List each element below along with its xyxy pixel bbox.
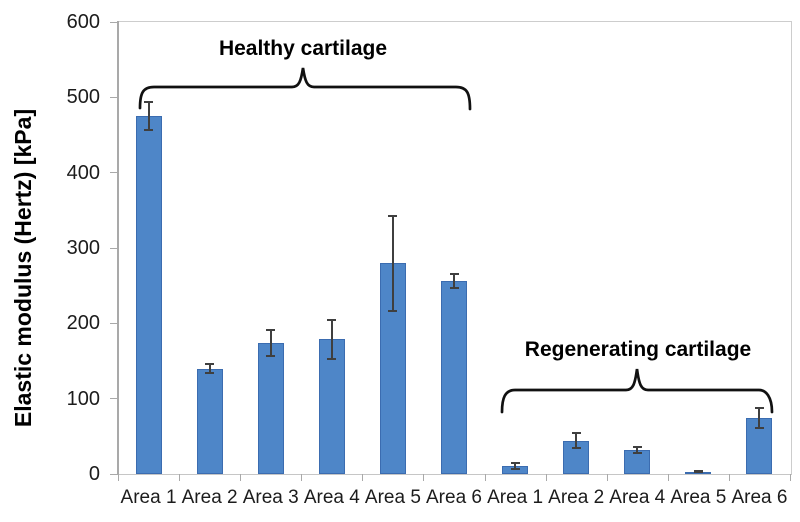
error-bar-regenerating-area-2 (575, 433, 578, 449)
error-bar-healthy-area-1 (147, 101, 150, 131)
x-tick-mark-8 (606, 474, 608, 481)
x-label-healthy-area-3: Area 3 (242, 487, 299, 508)
x-tick-mark-11 (790, 474, 791, 481)
x-tick-mark-9 (667, 474, 669, 481)
error-cap-top-healthy-area-6 (449, 273, 459, 276)
error-cap-bottom-healthy-area-1 (144, 129, 154, 132)
bar-healthy-area-6 (441, 281, 467, 474)
regenerating-group-label: Regenerating cartilage (524, 338, 752, 361)
x-tick-mark-3 (301, 474, 303, 481)
error-cap-top-healthy-area-1 (144, 100, 154, 103)
y-tick-label-500: 500 (66, 86, 100, 109)
y-tick-mark-400 (110, 172, 118, 174)
error-cap-bottom-healthy-area-4 (327, 357, 337, 360)
error-cap-bottom-healthy-area-3 (266, 354, 276, 357)
bar-healthy-area-2 (196, 368, 223, 474)
x-label-regenerating-area-5: Area 5 (670, 487, 727, 508)
y-axis-line (117, 21, 119, 475)
x-label-regenerating-area-6: Area 6 (731, 487, 788, 508)
bar-healthy-area-3 (257, 342, 284, 474)
regenerating-group-brace (500, 368, 774, 414)
y-tick-mark-600 (110, 21, 118, 23)
bar-regenerating-area-6 (746, 418, 773, 474)
x-tick-mark-5 (423, 474, 425, 481)
x-tick-mark-2 (240, 474, 242, 481)
error-bar-healthy-area-5 (391, 215, 394, 311)
x-label-regenerating-area-2: Area 2 (548, 487, 605, 508)
y-tick-mark-500 (110, 96, 118, 98)
error-bar-healthy-area-4 (330, 319, 333, 359)
error-cap-bottom-regenerating-area-2 (571, 447, 581, 450)
error-cap-bottom-regenerating-area-6 (754, 427, 764, 430)
error-cap-top-healthy-area-2 (205, 363, 215, 365)
y-tick-label-400: 400 (66, 161, 100, 184)
error-cap-bottom-healthy-area-5 (388, 309, 398, 312)
x-tick-mark-0 (118, 474, 119, 481)
y-tick-label-0: 0 (88, 463, 100, 485)
y-tick-label-600: 600 (66, 11, 100, 33)
error-cap-top-healthy-area-5 (388, 214, 398, 217)
y-tick-label-300: 300 (66, 237, 100, 259)
x-tick-mark-1 (179, 474, 181, 481)
x-label-healthy-area-2: Area 2 (181, 487, 238, 508)
x-tick-mark-10 (728, 474, 730, 481)
error-cap-top-regenerating-area-2 (571, 432, 581, 435)
x-tick-mark-6 (484, 474, 486, 481)
y-tick-label-100: 100 (66, 387, 100, 410)
x-label-regenerating-area-4: Area 4 (609, 487, 666, 508)
x-label-healthy-area-5: Area 5 (364, 487, 421, 508)
y-tick-mark-200 (110, 322, 118, 324)
error-cap-top-regenerating-area-5 (693, 469, 703, 472)
plot-border-right (791, 21, 792, 475)
x-tick-mark-4 (362, 474, 364, 481)
plot-border-top (117, 21, 792, 22)
error-cap-top-healthy-area-3 (266, 329, 276, 332)
x-tick-mark-7 (545, 474, 547, 481)
error-bar-healthy-area-3 (269, 330, 272, 356)
x-label-healthy-area-4: Area 4 (303, 487, 360, 508)
y-tick-label-200: 200 (66, 312, 100, 335)
error-cap-top-healthy-area-4 (327, 318, 337, 321)
y-tick-mark-300 (110, 247, 118, 249)
x-label-regenerating-area-1: Area 1 (487, 487, 544, 508)
error-cap-bottom-regenerating-area-1 (510, 467, 520, 470)
bar-healthy-area-1 (135, 116, 162, 474)
error-bar-healthy-area-2 (208, 364, 211, 374)
error-bar-regenerating-area-4 (636, 446, 639, 453)
x-axis-line (117, 474, 792, 475)
error-cap-top-regenerating-area-4 (632, 445, 642, 448)
error-cap-bottom-regenerating-area-4 (632, 451, 642, 454)
y-tick-mark-0 (110, 473, 118, 475)
x-label-healthy-area-1: Area 1 (120, 487, 177, 508)
error-bar-regenerating-area-6 (758, 408, 761, 429)
error-cap-top-regenerating-area-1 (510, 461, 520, 464)
bar-healthy-area-4 (318, 339, 345, 474)
x-label-healthy-area-6: Area 6 (426, 487, 482, 508)
healthy-group-label: Healthy cartilage (218, 37, 388, 60)
error-cap-bottom-healthy-area-6 (449, 286, 459, 289)
healthy-group-brace (138, 67, 472, 111)
error-cap-bottom-regenerating-area-5 (693, 471, 703, 474)
y-tick-mark-100 (110, 398, 118, 400)
error-bar-healthy-area-6 (453, 274, 455, 288)
error-bar-regenerating-area-1 (514, 462, 517, 469)
error-cap-bottom-healthy-area-2 (205, 372, 215, 375)
error-cap-top-regenerating-area-6 (754, 407, 764, 410)
